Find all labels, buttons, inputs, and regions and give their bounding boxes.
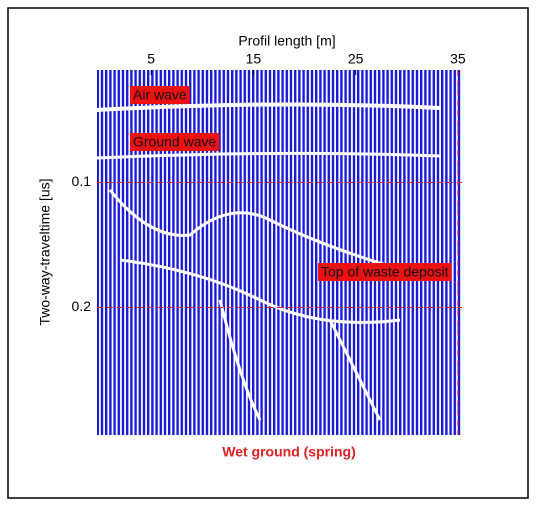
y-tick-label: 0.1 — [72, 173, 92, 189]
annotation: Top of waste deposit — [321, 264, 449, 280]
y-tick-label: 0.2 — [72, 298, 92, 314]
y-axis-label: Two-way-traveltime [us] — [37, 178, 53, 325]
x-tick-label: 25 — [348, 51, 364, 67]
frame — [7, 7, 529, 499]
annotation: Air wave — [133, 87, 187, 103]
x-tick-label: 35 — [450, 51, 466, 67]
caption: Wet ground (spring) — [222, 444, 356, 460]
reflections — [96, 102, 441, 421]
radargram — [97, 70, 462, 435]
x-tick-label: 15 — [246, 51, 262, 67]
annotation-box — [130, 86, 190, 104]
annotation-box — [318, 263, 452, 281]
annotation: Ground wave — [133, 134, 216, 150]
x-axis-label: Profil length [m] — [238, 33, 335, 49]
annotation-box — [130, 133, 220, 151]
x-tick-label: 5 — [147, 51, 155, 67]
